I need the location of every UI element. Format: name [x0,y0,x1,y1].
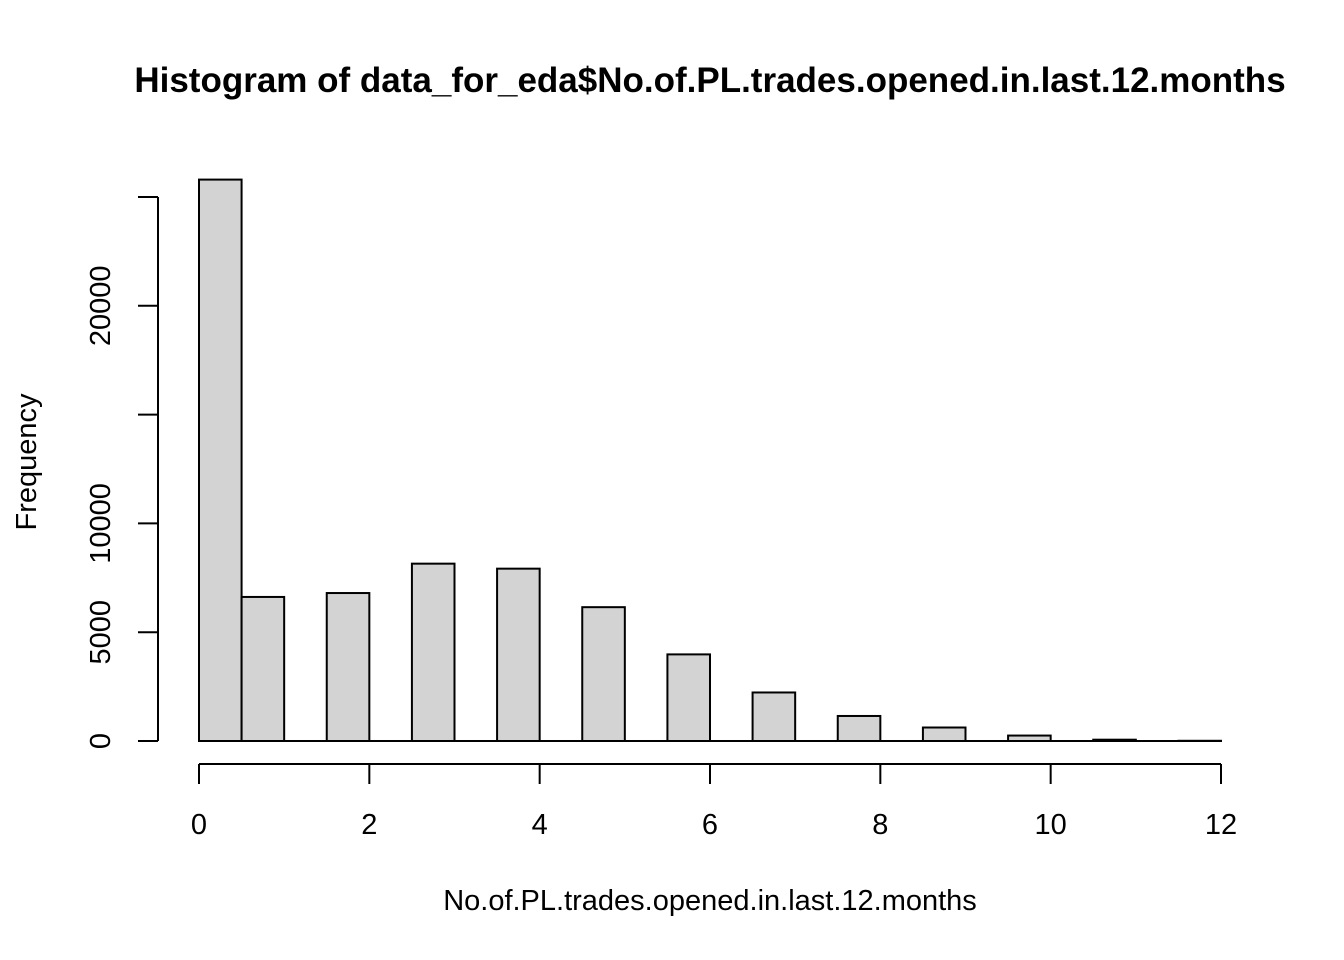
x-tick-label-6: 6 [702,809,718,841]
histogram-bar-3 [325,592,371,742]
x-tick-label-4: 4 [532,809,548,841]
histogram-bar-11 [666,653,712,742]
y-tick-label-10000: 10000 [85,483,117,564]
histogram-bar-21 [1092,738,1137,742]
bars-group [198,178,1222,743]
chart-title: Histogram of data_for_eda$No.of.PL.trade… [134,61,1285,100]
x-axis-label: No.of.PL.trades.opened.in.last.12.months [443,885,977,917]
histogram-bar-19 [1007,734,1052,742]
y-axis: 0 5000 10000 20000 [85,196,159,749]
x-tick-label-10: 10 [1035,809,1067,841]
x-tick-label-8: 8 [872,809,888,841]
histogram-bar-15 [836,714,882,743]
x-tick-label-0: 0 [191,809,207,841]
histogram-bar-7 [496,567,541,743]
histogram-bar-0 [198,178,243,743]
x-axis: 0 2 4 6 8 10 12 [191,763,1237,841]
histogram-bar-13 [751,691,797,743]
y-tick-label-0: 0 [85,733,117,749]
histogram-bar-17 [921,726,967,742]
x-tick-label-2: 2 [361,809,377,841]
y-tick-label-20000: 20000 [85,265,117,346]
y-tick-label-5000: 5000 [85,600,117,665]
histogram-bar-1 [240,595,286,742]
histogram-bar-9 [581,606,626,743]
y-axis-label: Frequency [11,393,43,531]
histogram-bar-5 [410,562,456,742]
x-tick-label-12: 12 [1205,809,1237,841]
